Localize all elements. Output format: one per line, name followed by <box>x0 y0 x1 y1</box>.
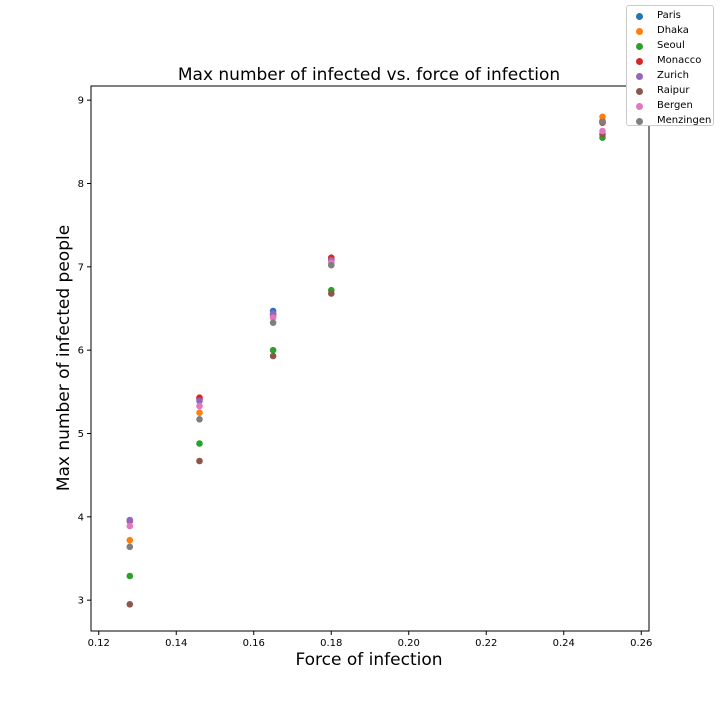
legend-item-paris: Paris <box>627 9 713 24</box>
data-point-menzingen <box>196 416 203 423</box>
data-point-dhaka <box>126 536 134 544</box>
data-points <box>126 113 606 608</box>
legend-label: Paris <box>657 10 681 21</box>
data-point-raipur <box>269 352 277 360</box>
x-tick-label: 0.18 <box>320 638 342 649</box>
data-point-bergen <box>269 314 277 322</box>
data-point-menzingen <box>126 543 134 551</box>
data-point-bergen <box>196 402 203 410</box>
data-point-seoul <box>196 440 203 447</box>
legend-marker <box>636 73 643 80</box>
x-tick-label: 0.24 <box>553 638 575 649</box>
legend-item-monacco: Monacco <box>627 54 713 69</box>
legend-item-menzingen: Menzingen <box>627 114 713 129</box>
data-point-menzingen <box>269 319 277 327</box>
x-tick-label: 0.16 <box>243 638 265 649</box>
data-point-zurich <box>196 397 203 405</box>
y-tick-label: 8 <box>78 179 84 190</box>
legend-marker <box>636 88 643 95</box>
legend-marker <box>636 103 643 110</box>
x-tick-label: 0.22 <box>475 638 497 649</box>
legend-label: Dhaka <box>657 25 689 36</box>
y-tick-label: 7 <box>78 262 84 273</box>
legend-label: Menzingen <box>657 115 712 126</box>
data-point-raipur <box>126 601 134 608</box>
chart-title: Max number of infected vs. force of infe… <box>178 65 560 85</box>
data-point-menzingen <box>599 118 606 126</box>
legend-item-dhaka: Dhaka <box>627 24 713 39</box>
data-point-bergen <box>126 522 134 530</box>
x-axis-label: Force of infection <box>295 650 442 670</box>
y-tick-label: 3 <box>78 596 84 607</box>
data-point-seoul <box>126 572 134 580</box>
data-point-raipur <box>328 290 335 297</box>
x-tick-label: 0.26 <box>630 638 652 649</box>
data-point-seoul <box>269 346 277 354</box>
legend-marker <box>636 28 643 35</box>
y-axis-label: Max number of infected people <box>54 225 74 491</box>
x-tick-label: 0.14 <box>165 638 187 649</box>
legend-marker <box>636 43 643 50</box>
legend-label: Raipur <box>657 85 690 96</box>
data-point-bergen <box>599 127 606 135</box>
x-axis-ticks: 0.12 0.14 0.16 0.18 0.20 0.22 0.24 0.26 <box>88 631 652 649</box>
legend-item-raipur: Raipur <box>627 84 713 99</box>
y-tick-label: 9 <box>78 96 84 107</box>
y-tick-label: 6 <box>78 346 84 357</box>
data-point-raipur <box>196 457 203 465</box>
legend-label: Monacco <box>657 55 702 66</box>
legend-marker <box>636 58 643 65</box>
legend-label: Bergen <box>657 100 693 111</box>
legend-item-zurich: Zurich <box>627 69 713 84</box>
y-axis-ticks: 3 4 5 6 7 8 9 <box>78 96 91 607</box>
data-point-zurich <box>126 516 134 524</box>
legend-label: Seoul <box>657 40 685 51</box>
y-tick-label: 4 <box>78 512 84 523</box>
legend-item-bergen: Bergen <box>627 99 713 114</box>
x-tick-label: 0.20 <box>398 638 420 649</box>
legend-marker <box>636 13 643 20</box>
data-point-dhaka <box>196 409 203 417</box>
legend-label: Zurich <box>657 70 689 81</box>
legend-marker <box>636 118 643 125</box>
chart-legend: Paris Dhaka Seoul Monacco Zurich Raipur Bergen… <box>626 5 714 126</box>
plot-area-frame <box>90 85 650 632</box>
x-tick-label: 0.12 <box>88 638 110 649</box>
legend-item-seoul: Seoul <box>627 39 713 54</box>
data-point-menzingen <box>328 261 335 269</box>
y-tick-label: 5 <box>78 429 84 440</box>
data-point-dhaka <box>599 113 606 121</box>
